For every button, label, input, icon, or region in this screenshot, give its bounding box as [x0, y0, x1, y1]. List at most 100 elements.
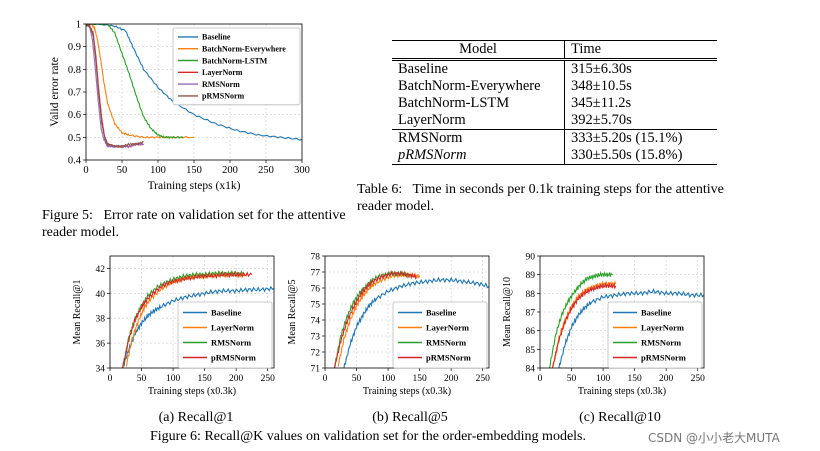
- legend-label: LayerNorm: [426, 322, 469, 332]
- table6-cell-time: 330±5.50s (15.8%): [564, 147, 717, 165]
- y-tick-label: 0.7: [68, 88, 81, 99]
- y-axis-label: Mean Recall@10: [502, 277, 513, 347]
- table6-caption: Table 6: Time in seconds per 0.1k traini…: [357, 181, 757, 215]
- x-tick-label: 250: [258, 165, 274, 176]
- series-line-batchnorm-everywhere: [86, 24, 195, 139]
- y-tick-label: 72: [311, 349, 321, 359]
- y-tick-label: 74: [311, 317, 321, 327]
- x-tick-label: 50: [567, 374, 577, 384]
- figure5-chart: 0 50 100 150 200 250 300 0.4 0.5 0.6 0.7 0.8 0.9 1 Tra…: [49, 20, 310, 193]
- series-line-prmsnorm: [122, 271, 253, 368]
- legend-label: pRMSNorm: [202, 92, 245, 101]
- y-tick-label: 86: [526, 327, 536, 337]
- x-tick-label: 250: [691, 374, 706, 384]
- table6-grid: Model Time Baseline 315±6.30s BatchNorm-…: [392, 40, 717, 165]
- table6-cell-time: 392±5.70s: [564, 112, 717, 130]
- legend-label: pRMSNorm: [211, 352, 256, 362]
- figure5: 0 50 100 150 200 250 300 0.4 0.5 0.6 0.7 0.8 0.9 1 Tra…: [48, 14, 310, 200]
- series-line-baseline: [558, 288, 704, 368]
- table6-cell-model: BatchNorm-Everywhere: [398, 78, 541, 94]
- legend-label: RMSNorm: [641, 337, 681, 347]
- y-tick-label: 42: [96, 265, 106, 275]
- recall-at-1-chart: 0 50 100 150 200 250 34 36 38 40 42 Training steps …: [72, 255, 275, 397]
- table-row: BatchNorm-Everywhere 348±10.5s: [392, 78, 717, 95]
- figure5-caption: Figure 5: Error rate on validation set f…: [42, 207, 352, 241]
- table6-cell-time: 315±6.30s: [564, 59, 717, 78]
- figure6-sublabel-c: (c) Recall@10: [579, 410, 661, 425]
- x-tick-label: 250: [476, 374, 491, 384]
- y-axis-label: Valid error rate: [49, 57, 61, 127]
- legend-label: BatchNorm-Everywhere: [202, 45, 286, 54]
- series-line-prmsnorm: [86, 24, 144, 149]
- x-axis-label: Training steps (x0.3k): [578, 386, 666, 397]
- table6-header-row: Model Time: [392, 40, 717, 61]
- x-tick-label: 100: [166, 374, 181, 384]
- x-tick-label: 100: [381, 374, 396, 384]
- legend-label: LayerNorm: [641, 322, 684, 332]
- table6-cell-time: 345±11.2s: [564, 95, 717, 112]
- table6-cell-time: 348±10.5s: [564, 78, 717, 95]
- figure5-caption-text: Error rate on validation set for the att…: [42, 208, 346, 240]
- legend-label: RMSNorm: [202, 80, 240, 89]
- x-tick-label: 50: [137, 374, 147, 384]
- legend-label: LayerNorm: [211, 322, 254, 332]
- legend-label: RMSNorm: [426, 337, 466, 347]
- table6-cell-model: pRMSNorm: [392, 147, 565, 165]
- x-tick-label: 0: [538, 374, 543, 384]
- series-line-prmsnorm: [552, 282, 617, 368]
- table-row: BatchNorm-LSTM 345±11.2s: [392, 95, 717, 112]
- y-tick-label: 73: [311, 333, 321, 343]
- figure5-caption-label: Figure 5:: [42, 208, 93, 223]
- legend-box: [392, 301, 488, 369]
- x-axis-label: Training steps (x0.3k): [148, 386, 236, 397]
- figure6-sublabel-b: (b) Recall@5: [372, 410, 448, 425]
- table-row: LayerNorm 392±5.70s: [392, 112, 717, 130]
- x-tick-label: 150: [197, 374, 212, 384]
- legend-label: RMSNorm: [211, 337, 251, 347]
- y-tick-label: 76: [311, 285, 321, 295]
- x-tick-label: 50: [352, 374, 362, 384]
- x-tick-label: 50: [117, 165, 128, 176]
- x-tick-label: 300: [294, 165, 310, 176]
- recall-at-5-chart: 0 50 100 150 200 250 71 72 73 74 75 76 77 78 Training …: [287, 253, 491, 398]
- y-tick-label: 40: [96, 290, 106, 300]
- y-tick-label: 85: [526, 346, 536, 356]
- y-tick-label: 88: [526, 290, 536, 300]
- y-tick-label: 0.8: [68, 65, 81, 76]
- y-tick-label: 1: [76, 20, 81, 31]
- x-axis-label: Training steps (x0.3k): [363, 386, 451, 397]
- table6-cell-model: RMSNorm: [392, 129, 565, 147]
- legend-label: Baseline: [426, 307, 456, 317]
- x-tick-label: 200: [229, 374, 244, 384]
- figure6-panel-a: 0 50 100 150 200 250 34 36 38 40 42 Training steps …: [70, 250, 282, 405]
- table6-cell-model: Baseline: [398, 61, 448, 77]
- y-tick-label: 71: [311, 365, 321, 375]
- legend-box: [177, 301, 273, 369]
- x-tick-label: 0: [83, 165, 88, 176]
- y-tick-label: 38: [96, 315, 106, 325]
- y-tick-label: 75: [311, 301, 321, 311]
- y-tick-label: 0.4: [68, 156, 82, 167]
- series-line-rmsnorm: [548, 270, 613, 368]
- legend-box: [607, 301, 703, 369]
- legend-box: [172, 27, 301, 106]
- x-tick-label: 200: [444, 374, 459, 384]
- table6-header-model: Model: [392, 40, 565, 61]
- y-tick-label: 89: [526, 271, 536, 281]
- watermark-text: CSDN @小小老大MUTA: [648, 431, 780, 445]
- legend-label: pRMSNorm: [426, 352, 471, 362]
- recall-at-10-chart: 0 50 100 150 200 250 84 85 86 87 88 89 90 Training st…: [502, 253, 706, 398]
- table6-header-time: Time: [564, 40, 717, 61]
- figure6-caption: Figure 6: Recall@K values on validation …: [150, 429, 587, 444]
- legend-label: Baseline: [211, 307, 241, 317]
- series-line-baseline: [86, 24, 302, 141]
- legend-label: LayerNorm: [202, 68, 243, 77]
- series-line-baseline: [122, 285, 274, 368]
- legend-label: BatchNorm-LSTM: [202, 56, 268, 65]
- y-tick-label: 0.5: [68, 133, 81, 144]
- x-tick-label: 0: [108, 374, 113, 384]
- series-line-baseline: [343, 276, 489, 368]
- table6-caption-text: Time in seconds per 0.1k training steps …: [357, 182, 724, 214]
- y-tick-label: 84: [526, 365, 536, 375]
- y-tick-label: 77: [311, 269, 321, 279]
